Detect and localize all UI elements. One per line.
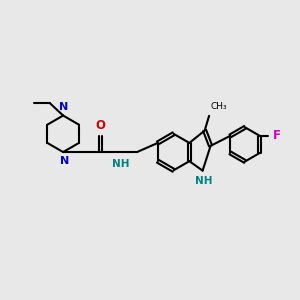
Text: N: N bbox=[58, 102, 68, 112]
Text: O: O bbox=[95, 119, 106, 132]
Text: F: F bbox=[273, 129, 281, 142]
Text: NH: NH bbox=[195, 176, 213, 187]
Text: N: N bbox=[60, 156, 69, 166]
Text: NH: NH bbox=[112, 158, 130, 169]
Text: CH₃: CH₃ bbox=[211, 102, 227, 111]
